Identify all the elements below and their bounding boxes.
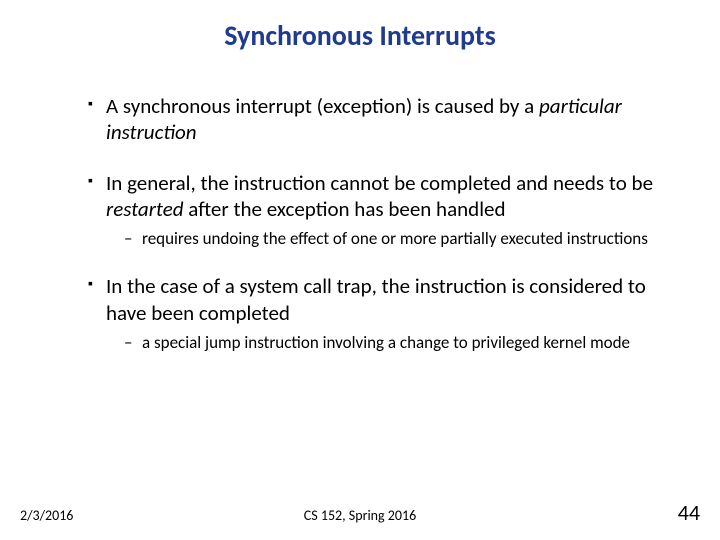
- bullet-level-1: In the case of a system call trap, the i…: [88, 273, 656, 353]
- slide: Synchronous Interrupts A synchronous int…: [0, 0, 720, 540]
- bullet-level-1: In general, the instruction cannot be co…: [88, 170, 656, 250]
- text-run: restarted: [106, 196, 184, 222]
- text-run: requires undoing the effect of one or mo…: [142, 228, 648, 249]
- text-run: after the exception has been handled: [184, 196, 506, 222]
- bullet-text: A synchronous interrupt (exception) is c…: [106, 93, 656, 146]
- text-run: In general, the instruction cannot be co…: [106, 170, 653, 196]
- footer-center: CS 152, Spring 2016: [0, 507, 720, 524]
- bullet-text: requires undoing the effect of one or mo…: [142, 228, 656, 249]
- bullet-text: a special jump instruction involving a c…: [142, 332, 656, 353]
- bullet-level-2: a special jump instruction involving a c…: [106, 332, 656, 353]
- bullet-text: In the case of a system call trap, the i…: [106, 273, 656, 326]
- bullet-level-2: requires undoing the effect of one or mo…: [106, 228, 656, 249]
- text-run: A synchronous interrupt (exception) is c…: [106, 93, 539, 119]
- text-run: a special jump instruction involving a c…: [142, 332, 630, 353]
- bullet-level-1: A synchronous interrupt (exception) is c…: [88, 93, 656, 146]
- slide-body: A synchronous interrupt (exception) is c…: [0, 53, 720, 353]
- footer-page-number: 44: [678, 499, 700, 526]
- text-run: In the case of a system call trap, the i…: [106, 273, 646, 325]
- bullet-text: In general, the instruction cannot be co…: [106, 170, 656, 223]
- slide-title: Synchronous Interrupts: [0, 18, 720, 53]
